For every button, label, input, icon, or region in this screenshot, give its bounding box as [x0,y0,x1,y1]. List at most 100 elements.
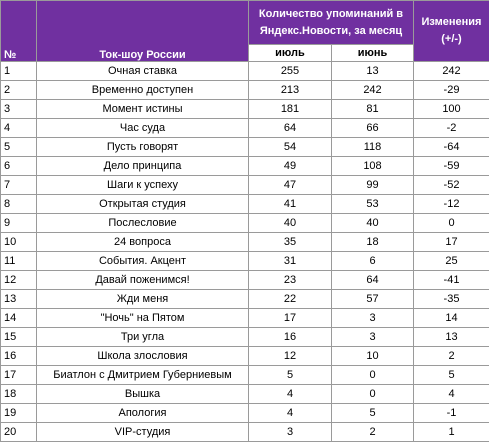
change: 242 [413,61,489,81]
show-name: Три угла [36,327,249,347]
show-name: События. Акцент [36,251,249,271]
june-count: 10 [331,346,414,366]
row-num: 3 [0,99,37,119]
show-name: Вышка [36,384,249,404]
header-mentions: Количество упоминаний в Яндекс.Новости, … [248,0,414,45]
show-name: Временно доступен [36,80,249,100]
table-row: 15 Три угла 16 3 13 [0,327,489,347]
show-name: Очная ставка [36,61,249,81]
row-num: 15 [0,327,37,347]
table-row: 7 Шаги к успеху 47 99 -52 [0,175,489,195]
table-row: 13 Жди меня 22 57 -35 [0,289,489,309]
change: 0 [413,213,489,233]
june-count: 81 [331,99,414,119]
row-num: 12 [0,270,37,290]
july-count: 17 [248,308,332,328]
table-row: 12 Давай поженимся! 23 64 -41 [0,270,489,290]
change: -12 [413,194,489,214]
change: 2 [413,346,489,366]
change: -35 [413,289,489,309]
show-name: "Ночь" на Пятом [36,308,249,328]
row-num: 16 [0,346,37,366]
change: 13 [413,327,489,347]
row-num: 10 [0,232,37,252]
change: 4 [413,384,489,404]
table-row: 4 Час суда 64 66 -2 [0,118,489,138]
change: -1 [413,403,489,423]
table-row: 6 Дело принципа 49 108 -59 [0,156,489,176]
table-row: 5 Пусть говорят 54 118 -64 [0,137,489,157]
show-name: VIP-студия [36,422,249,442]
july-count: 47 [248,175,332,195]
row-num: 17 [0,365,37,385]
june-count: 0 [331,365,414,385]
table-body: 1 Очная ставка 255 13 242 2 Временно доступен 2… [0,61,489,442]
june-count: 2 [331,422,414,442]
july-count: 31 [248,251,332,271]
change: 1 [413,422,489,442]
show-name: Открытая студия [36,194,249,214]
change: 25 [413,251,489,271]
july-count: 255 [248,61,332,81]
show-name: Шаги к успеху [36,175,249,195]
table-row: 20 VIP-студия 3 2 1 [0,422,489,442]
table-row: 18 Вышка 4 0 4 [0,384,489,404]
change: -2 [413,118,489,138]
june-count: 66 [331,118,414,138]
june-count: 108 [331,156,414,176]
table-row: 16 Школа злословия 12 10 2 [0,346,489,366]
header-july: июль [248,44,332,62]
row-num: 2 [0,80,37,100]
july-count: 22 [248,289,332,309]
june-count: 57 [331,289,414,309]
row-num: 20 [0,422,37,442]
row-num: 1 [0,61,37,81]
table-row: 19 Апология 4 5 -1 [0,403,489,423]
june-count: 99 [331,175,414,195]
table-row: 8 Открытая студия 41 53 -12 [0,194,489,214]
row-num: 5 [0,137,37,157]
july-count: 35 [248,232,332,252]
july-count: 181 [248,99,332,119]
table-row: 1 Очная ставка 255 13 242 [0,61,489,81]
row-num: 4 [0,118,37,138]
july-count: 64 [248,118,332,138]
june-count: 53 [331,194,414,214]
change: -41 [413,270,489,290]
june-count: 6 [331,251,414,271]
july-count: 40 [248,213,332,233]
show-name: Пусть говорят [36,137,249,157]
row-num: 6 [0,156,37,176]
july-count: 41 [248,194,332,214]
july-count: 49 [248,156,332,176]
june-count: 40 [331,213,414,233]
july-count: 54 [248,137,332,157]
july-count: 16 [248,327,332,347]
show-name: Момент истины [36,99,249,119]
row-num: 8 [0,194,37,214]
row-num: 13 [0,289,37,309]
show-name: Школа злословия [36,346,249,366]
row-num: 11 [0,251,37,271]
table-row: 9 Послесловие 40 40 0 [0,213,489,233]
header-show: Ток-шоу России [36,0,249,62]
june-count: 3 [331,327,414,347]
june-count: 64 [331,270,414,290]
june-count: 5 [331,403,414,423]
header-june: июнь [331,44,414,62]
row-num: 14 [0,308,37,328]
show-name: Давай поженимся! [36,270,249,290]
table-row: 2 Временно доступен 213 242 -29 [0,80,489,100]
row-num: 9 [0,213,37,233]
table-row: 10 24 вопроса 35 18 17 [0,232,489,252]
table-row: 3 Момент истины 181 81 100 [0,99,489,119]
change: 14 [413,308,489,328]
show-name: Биатлон с Дмитрием Губерниевым [36,365,249,385]
row-num: 18 [0,384,37,404]
july-count: 4 [248,403,332,423]
table-row: 17 Биатлон с Дмитрием Губерниевым 5 0 5 [0,365,489,385]
show-name: Дело принципа [36,156,249,176]
july-count: 4 [248,384,332,404]
change: 5 [413,365,489,385]
